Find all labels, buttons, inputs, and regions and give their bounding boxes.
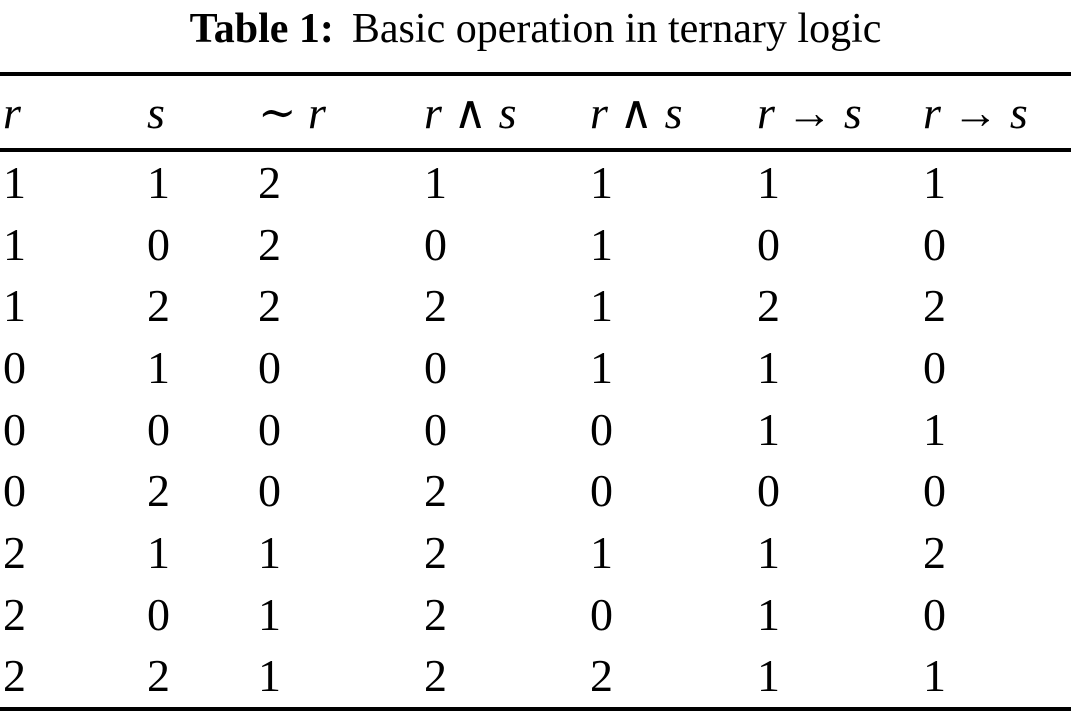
table-cell: 0 <box>258 341 281 393</box>
column-header-r: r <box>0 74 144 152</box>
table-cell: 2 <box>258 218 281 270</box>
table-row: 0 2 0 2 0 0 0 <box>0 460 1071 522</box>
table-cell: 2 <box>923 526 946 578</box>
table-caption-label: Table 1: <box>189 6 334 52</box>
column-header-r-and-s-1: r ∧ s <box>421 74 587 152</box>
table-row: 1 1 2 1 1 1 1 <box>0 150 1071 214</box>
table-cell: 2 <box>3 588 26 640</box>
table-row: 1 2 2 2 1 2 2 <box>0 275 1071 337</box>
table-row: 2 1 1 2 1 1 2 <box>0 522 1071 584</box>
table-cell: 1 <box>590 341 613 393</box>
table-cell: 0 <box>923 465 946 517</box>
column-header-r-implies-s-1: r → s <box>754 74 920 152</box>
table-row: 0 0 0 0 0 1 1 <box>0 399 1071 461</box>
table-cell: 1 <box>757 588 780 640</box>
table-cell: 2 <box>424 526 447 578</box>
table-cell: 1 <box>923 403 946 455</box>
table-cell: 0 <box>590 588 613 640</box>
table-caption: Table 1: Basic operation in ternary logic <box>0 2 1071 56</box>
table-cell: 0 <box>258 403 281 455</box>
table-cell: 0 <box>923 588 946 640</box>
column-header-s: s <box>144 74 255 152</box>
table-cell: 0 <box>147 588 170 640</box>
table-cell: 0 <box>923 341 946 393</box>
table-cell: 2 <box>147 280 170 332</box>
table-cell: 0 <box>3 341 26 393</box>
table-cell: 2 <box>923 280 946 332</box>
column-header-r-and-s-2: r ∧ s <box>587 74 754 152</box>
table-cell: 0 <box>590 465 613 517</box>
table-cell: 0 <box>258 465 281 517</box>
column-header-r-implies-s-2: r → s <box>920 74 1071 152</box>
table-cell: 1 <box>258 588 281 640</box>
table-cell: 2 <box>757 280 780 332</box>
table-cell: 1 <box>3 280 26 332</box>
table-caption-text: Basic operation in ternary logic <box>351 6 882 52</box>
table-cell: 2 <box>424 650 447 702</box>
table-cell: 1 <box>923 650 946 702</box>
table-cell: 1 <box>757 526 780 578</box>
table-cell: 2 <box>590 650 613 702</box>
table-cell: 1 <box>590 526 613 578</box>
table-cell: 2 <box>424 588 447 640</box>
table-cell: 0 <box>590 403 613 455</box>
table-cell: 2 <box>147 650 170 702</box>
table-cell: 1 <box>147 526 170 578</box>
table-cell: 1 <box>757 341 780 393</box>
table-cell: 2 <box>3 650 26 702</box>
table-cell: 0 <box>147 218 170 270</box>
table-cell: 1 <box>147 341 170 393</box>
table-cell: 1 <box>757 403 780 455</box>
column-header-not-r: ∼ r <box>255 74 421 152</box>
table-cell: 0 <box>923 218 946 270</box>
table-cell: 1 <box>923 156 946 208</box>
table-cell: 0 <box>424 403 447 455</box>
table-cell: 0 <box>424 218 447 270</box>
table-cell: 1 <box>3 218 26 270</box>
table-cell: 2 <box>424 280 447 332</box>
table-row: 0 1 0 0 1 1 0 <box>0 337 1071 399</box>
table-cell: 0 <box>147 403 170 455</box>
table-row: 2 0 1 2 0 1 0 <box>0 584 1071 646</box>
header-row: r s ∼ r r ∧ s r ∧ s r → s r → s <box>0 74 1071 152</box>
table-cell: 1 <box>258 650 281 702</box>
table-cell: 2 <box>424 465 447 517</box>
table-cell: 1 <box>757 650 780 702</box>
table-cell: 0 <box>757 465 780 517</box>
table-cell: 0 <box>3 465 26 517</box>
table-cell: 0 <box>3 403 26 455</box>
table-cell: 1 <box>424 156 447 208</box>
table-cell: 1 <box>258 526 281 578</box>
table-cell: 0 <box>424 341 447 393</box>
table-cell: 2 <box>147 465 170 517</box>
table-cell: 1 <box>590 156 613 208</box>
table-cell: 1 <box>3 156 26 208</box>
table-row: 1 0 2 0 1 0 0 <box>0 214 1071 276</box>
table-cell: 2 <box>3 526 26 578</box>
table-cell: 1 <box>590 218 613 270</box>
table-cell: 1 <box>147 156 170 208</box>
table-cell: 0 <box>757 218 780 270</box>
table-cell: 1 <box>757 156 780 208</box>
table-cell: 2 <box>258 156 281 208</box>
table-cell: 2 <box>258 280 281 332</box>
table-row: 2 2 1 2 2 1 1 <box>0 646 1071 710</box>
table-cell: 1 <box>590 280 613 332</box>
